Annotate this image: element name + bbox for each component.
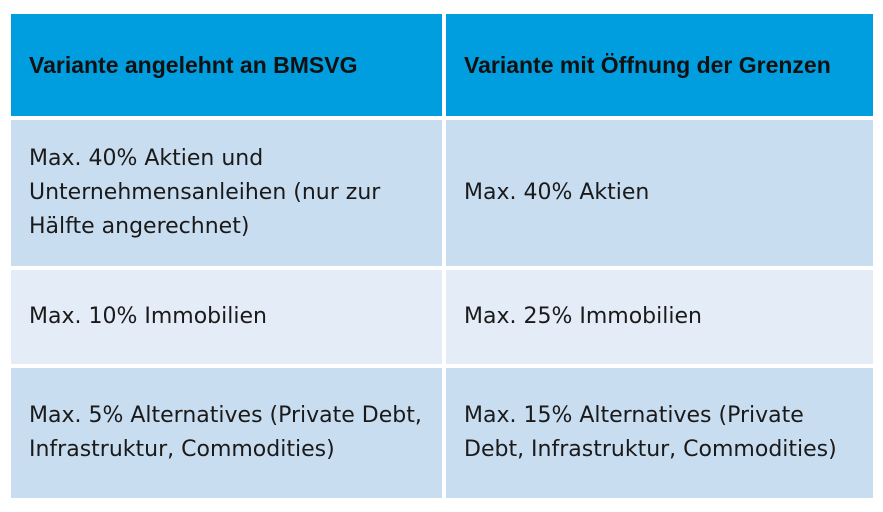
comparison-table: Variante angelehnt an BMSVG Variante mit… [11, 14, 873, 498]
header-cell-bmsvg: Variante angelehnt an BMSVG [11, 14, 442, 120]
cell-bmsvg-real-estate: Max. 10% Immobilien [11, 270, 442, 368]
table-row: Max. 5% Alternatives (Private Debt, Infr… [11, 368, 873, 498]
table-row: Max. 10% Immobilien Max. 25% Immobilien [11, 270, 873, 368]
header-row: Variante angelehnt an BMSVG Variante mit… [11, 14, 873, 120]
cell-open-alternatives: Max. 15% Alternatives (Private Debt, Inf… [442, 368, 873, 498]
cell-bmsvg-equities: Max. 40% Aktien und Unternehmensanleihen… [11, 120, 442, 270]
table-row: Max. 40% Aktien und Unternehmensanleihen… [11, 120, 873, 270]
cell-open-real-estate: Max. 25% Immobilien [442, 270, 873, 368]
cell-bmsvg-alternatives: Max. 5% Alternatives (Private Debt, Infr… [11, 368, 442, 498]
header-cell-open-limits: Variante mit Öffnung der Grenzen [442, 14, 873, 120]
cell-open-equities: Max. 40% Aktien [442, 120, 873, 270]
